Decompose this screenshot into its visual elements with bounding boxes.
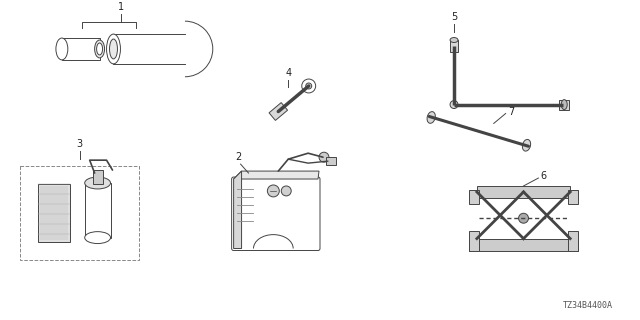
Ellipse shape bbox=[56, 38, 68, 60]
Ellipse shape bbox=[450, 37, 458, 43]
Circle shape bbox=[518, 213, 529, 223]
Bar bbox=[568, 190, 578, 204]
Bar bbox=[113, 34, 157, 64]
Ellipse shape bbox=[427, 112, 435, 123]
Ellipse shape bbox=[84, 232, 111, 244]
Polygon shape bbox=[234, 171, 241, 249]
Bar bbox=[326, 157, 336, 165]
Ellipse shape bbox=[106, 34, 120, 64]
Text: 5: 5 bbox=[451, 12, 457, 22]
Ellipse shape bbox=[561, 100, 567, 109]
Ellipse shape bbox=[109, 39, 118, 59]
Ellipse shape bbox=[95, 40, 104, 58]
Text: 7: 7 bbox=[509, 107, 515, 116]
FancyBboxPatch shape bbox=[232, 177, 320, 251]
Bar bbox=[568, 231, 578, 251]
Bar bbox=[40, 186, 68, 240]
Bar bbox=[20, 166, 140, 260]
Circle shape bbox=[450, 100, 458, 108]
Circle shape bbox=[268, 185, 279, 197]
Circle shape bbox=[282, 186, 291, 196]
Bar bbox=[38, 184, 70, 242]
Bar bbox=[84, 183, 111, 237]
Ellipse shape bbox=[84, 177, 111, 189]
Ellipse shape bbox=[97, 43, 102, 55]
Bar bbox=[469, 231, 479, 251]
Bar bbox=[469, 239, 578, 251]
Text: TZ34B4400A: TZ34B4400A bbox=[563, 301, 613, 310]
Bar bbox=[450, 40, 458, 52]
Bar bbox=[559, 100, 569, 109]
Text: 1: 1 bbox=[118, 2, 125, 12]
Bar bbox=[157, 34, 185, 64]
Text: 4: 4 bbox=[285, 68, 291, 78]
Bar bbox=[62, 38, 100, 60]
Polygon shape bbox=[234, 171, 319, 179]
Bar bbox=[477, 186, 570, 198]
Ellipse shape bbox=[522, 140, 531, 151]
Bar bbox=[93, 170, 102, 184]
Bar bbox=[469, 190, 479, 204]
Circle shape bbox=[306, 83, 312, 89]
Text: 6: 6 bbox=[540, 171, 547, 181]
Circle shape bbox=[319, 152, 329, 162]
Bar bbox=[269, 103, 287, 120]
Text: 2: 2 bbox=[236, 152, 242, 162]
Text: 3: 3 bbox=[77, 139, 83, 149]
Circle shape bbox=[302, 79, 316, 93]
